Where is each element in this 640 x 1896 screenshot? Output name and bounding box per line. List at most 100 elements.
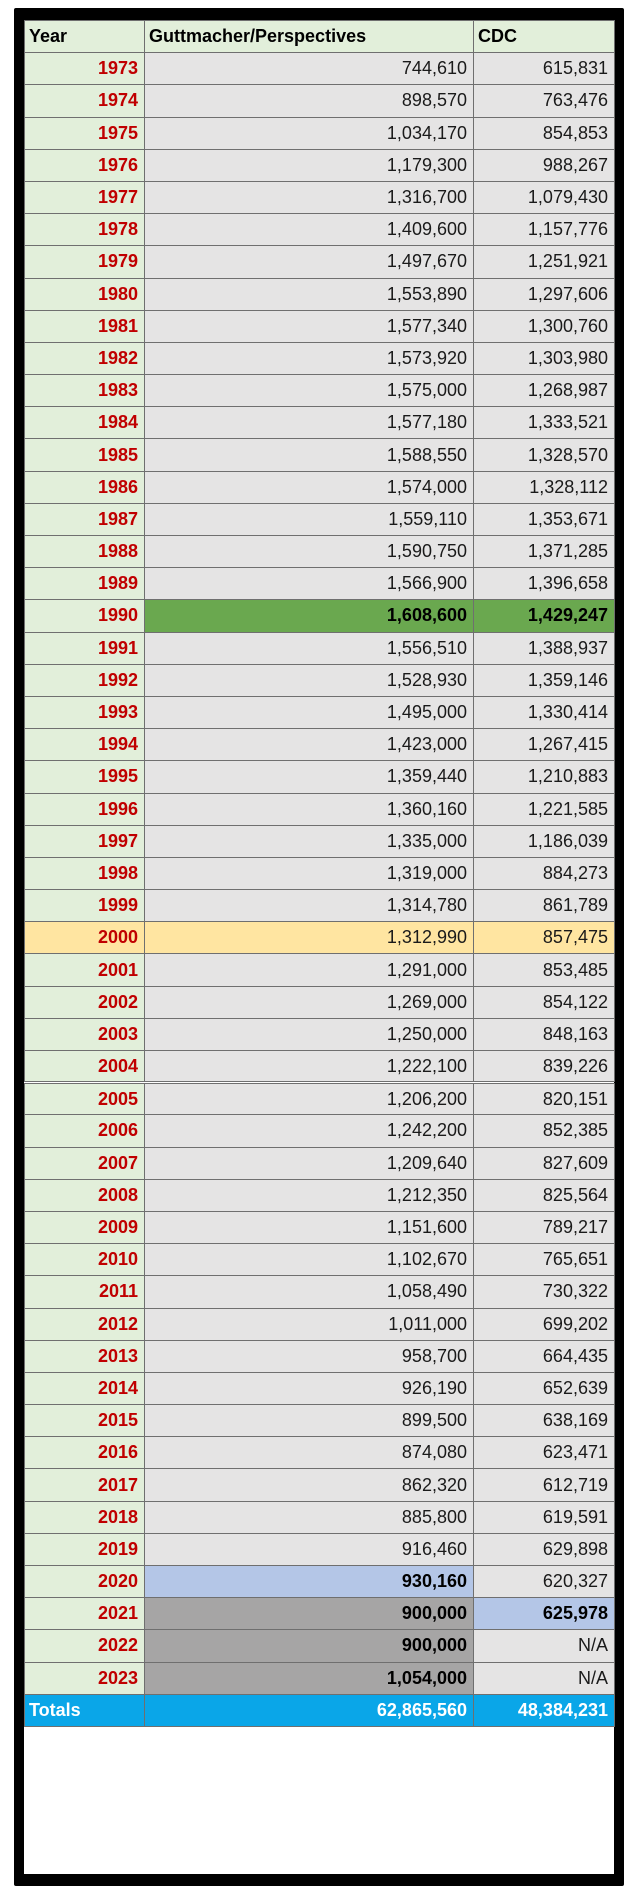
table-row: 1996 1,360,160 1,221,585 xyxy=(24,792,615,826)
guttmacher-cell: 1,212,350 xyxy=(144,1178,474,1212)
cdc-cell: 1,186,039 xyxy=(473,824,615,858)
cdc-cell: 848,163 xyxy=(473,1017,615,1052)
table-row: 2019 916,460 629,898 xyxy=(24,1532,615,1567)
totals-row: Totals 62,865,560 48,384,231 xyxy=(24,1693,615,1727)
table-row: 2008 1,212,350 825,564 xyxy=(24,1178,615,1212)
cdc-cell: 1,396,658 xyxy=(473,567,615,601)
guttmacher-cell: 1,559,110 xyxy=(144,502,474,537)
table-row: 1992 1,528,930 1,359,146 xyxy=(24,663,615,697)
cdc-cell: 623,471 xyxy=(473,1436,615,1470)
year-cell: 1980 xyxy=(24,277,145,311)
table-row: 2017 862,320 612,719 xyxy=(24,1468,615,1502)
year-cell: 2001 xyxy=(24,953,145,987)
cdc-cell: 1,300,760 xyxy=(473,309,615,343)
table-frame: Year Guttmacher/Perspectives CDC 1973 744… xyxy=(14,8,624,1886)
guttmacher-cell: 1,423,000 xyxy=(144,728,474,762)
table-body: 1973 744,610 615,831 1974 898,570 763,476 1975… xyxy=(24,52,615,1727)
cdc-cell: 1,210,883 xyxy=(473,760,615,794)
guttmacher-cell: 1,528,930 xyxy=(144,663,474,697)
cdc-cell: N/A xyxy=(473,1661,615,1695)
cdc-cell: 1,079,430 xyxy=(473,180,615,215)
guttmacher-cell: 899,500 xyxy=(144,1404,474,1438)
year-cell: 2019 xyxy=(24,1532,145,1567)
year-cell: 2004 xyxy=(24,1049,145,1084)
guttmacher-cell: 1,608,600 xyxy=(144,599,474,633)
year-cell: 2018 xyxy=(24,1500,145,1534)
year-cell: 1974 xyxy=(24,84,145,118)
table-row: 1987 1,559,110 1,353,671 xyxy=(24,502,615,537)
year-cell: 1985 xyxy=(24,438,145,472)
guttmacher-cell: 1,058,490 xyxy=(144,1275,474,1309)
table-row: 1991 1,556,510 1,388,937 xyxy=(24,631,615,665)
guttmacher-cell: 1,222,100 xyxy=(144,1049,474,1084)
cdc-cell: 1,330,414 xyxy=(473,695,615,730)
cdc-cell: 638,169 xyxy=(473,1404,615,1438)
guttmacher-cell: 1,409,600 xyxy=(144,213,474,247)
guttmacher-cell: 1,316,700 xyxy=(144,180,474,215)
table-row: 2021 900,000 625,978 xyxy=(24,1597,615,1631)
cdc-cell: 1,371,285 xyxy=(473,534,615,569)
year-cell: 1989 xyxy=(24,567,145,601)
table-row: 1983 1,575,000 1,268,987 xyxy=(24,374,615,408)
cdc-cell: 1,221,585 xyxy=(473,792,615,826)
guttmacher-cell: 1,590,750 xyxy=(144,534,474,569)
table-row: 1988 1,590,750 1,371,285 xyxy=(24,534,615,569)
table-row: 1998 1,319,000 884,273 xyxy=(24,856,615,891)
table-row: 1985 1,588,550 1,328,570 xyxy=(24,438,615,472)
table-row: 1978 1,409,600 1,157,776 xyxy=(24,213,615,247)
cdc-cell: 839,226 xyxy=(473,1049,615,1084)
year-cell: 2005 xyxy=(24,1081,145,1116)
year-cell: 1979 xyxy=(24,245,145,279)
year-cell: 2022 xyxy=(24,1629,145,1663)
cdc-cell: 1,388,937 xyxy=(473,631,615,665)
guttmacher-cell: 1,319,000 xyxy=(144,856,474,891)
year-cell: 2015 xyxy=(24,1404,145,1438)
guttmacher-cell: 926,190 xyxy=(144,1371,474,1406)
year-cell: 2008 xyxy=(24,1178,145,1212)
guttmacher-cell: 885,800 xyxy=(144,1500,474,1534)
year-cell: 2007 xyxy=(24,1146,145,1180)
year-cell: 1998 xyxy=(24,856,145,891)
year-cell: 2002 xyxy=(24,985,145,1019)
totals-cdc: 48,384,231 xyxy=(473,1693,615,1727)
year-cell: 1975 xyxy=(24,116,145,150)
year-cell: 2014 xyxy=(24,1371,145,1406)
cdc-cell: 825,564 xyxy=(473,1178,615,1212)
guttmacher-cell: 1,553,890 xyxy=(144,277,474,311)
totals-label: Totals xyxy=(24,1693,145,1727)
table-row: 2011 1,058,490 730,322 xyxy=(24,1275,615,1309)
guttmacher-cell: 900,000 xyxy=(144,1629,474,1663)
cdc-cell: 612,719 xyxy=(473,1468,615,1502)
cdc-cell: 1,297,606 xyxy=(473,277,615,311)
year-cell: 1983 xyxy=(24,374,145,408)
guttmacher-cell: 1,242,200 xyxy=(144,1114,474,1148)
header-guttmacher: Guttmacher/Perspectives xyxy=(144,19,474,54)
table-row: 1995 1,359,440 1,210,883 xyxy=(24,760,615,794)
table-row: 1999 1,314,780 861,789 xyxy=(24,889,615,923)
year-cell: 1994 xyxy=(24,728,145,762)
year-cell: 2021 xyxy=(24,1597,145,1631)
guttmacher-cell: 1,574,000 xyxy=(144,470,474,504)
guttmacher-cell: 1,151,600 xyxy=(144,1210,474,1245)
cdc-cell: 854,122 xyxy=(473,985,615,1019)
guttmacher-cell: 862,320 xyxy=(144,1468,474,1502)
year-cell: 2003 xyxy=(24,1017,145,1052)
table-row: 2012 1,011,000 699,202 xyxy=(24,1307,615,1341)
guttmacher-cell: 1,034,170 xyxy=(144,116,474,150)
year-cell: 1976 xyxy=(24,148,145,182)
table-row: 2009 1,151,600 789,217 xyxy=(24,1210,615,1245)
table-row: 1979 1,497,670 1,251,921 xyxy=(24,245,615,279)
table-row: 1989 1,566,900 1,396,658 xyxy=(24,567,615,601)
table-row: 1975 1,034,170 854,853 xyxy=(24,116,615,150)
cdc-cell: 820,151 xyxy=(473,1081,615,1116)
table-row: 2014 926,190 652,639 xyxy=(24,1371,615,1406)
year-cell: 1977 xyxy=(24,180,145,215)
cdc-cell: 789,217 xyxy=(473,1210,615,1245)
header-row: Year Guttmacher/Perspectives CDC xyxy=(24,19,615,54)
cdc-cell: 763,476 xyxy=(473,84,615,118)
table-row: 1993 1,495,000 1,330,414 xyxy=(24,695,615,730)
year-cell: 2023 xyxy=(24,1661,145,1695)
cdc-cell: 1,251,921 xyxy=(473,245,615,279)
year-cell: 1992 xyxy=(24,663,145,697)
year-cell: 2016 xyxy=(24,1436,145,1470)
